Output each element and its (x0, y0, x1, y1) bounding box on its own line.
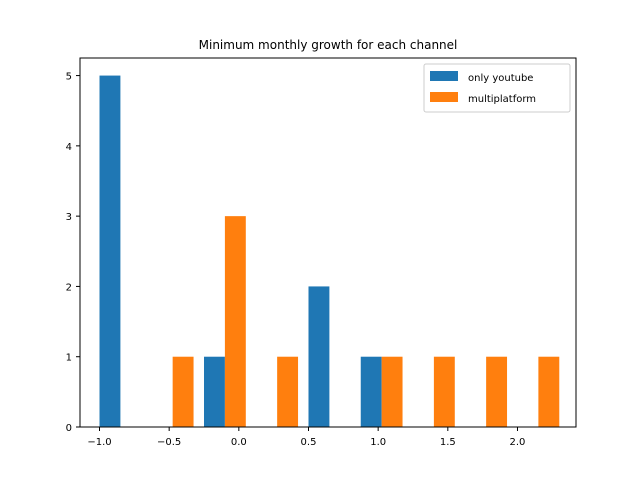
bar-multiplatform-1 (172, 356, 194, 427)
y-tick-label: 2 (66, 282, 72, 293)
x-tick-label: 1.0 (370, 437, 386, 448)
legend-swatch (430, 71, 458, 81)
bar-only-youtube-4 (308, 286, 330, 427)
legend: only youtube multiplatform (423, 63, 571, 113)
axes-layer: −1.0 −0.5 0.0 0.5 1.0 1.5 2.0 0 1 2 3 4 5 (66, 57, 577, 448)
legend-label: multiplatform (468, 94, 536, 105)
bar-multiplatform-3 (277, 356, 299, 427)
x-tick-label: 1.5 (440, 437, 456, 448)
bar-multiplatform-5 (381, 356, 403, 427)
y-tick-label: 4 (66, 142, 72, 153)
y-tick-label: 3 (66, 212, 72, 223)
x-tick-label: −1.0 (87, 437, 111, 448)
legend-box (423, 63, 571, 113)
bars-layer (99, 75, 560, 428)
x-tick-label: 0.5 (301, 437, 317, 448)
y-tick-label: 0 (66, 423, 72, 434)
plot-frame (79, 57, 577, 428)
legend-swatch (430, 92, 458, 102)
bar-only-youtube-2 (204, 356, 225, 427)
bar-only-youtube-0 (99, 75, 121, 428)
x-tick-label: 0.0 (231, 437, 247, 448)
bar-multiplatform-8 (538, 356, 560, 427)
y-tick-label: 1 (66, 353, 72, 364)
chart-title: Minimum monthly growth for each channel (199, 38, 458, 52)
bar-multiplatform-7 (486, 356, 508, 427)
bar-only-youtube-5 (360, 356, 382, 427)
y-tick-label: 5 (66, 72, 72, 83)
bar-multiplatform-2 (224, 216, 246, 427)
x-tick-label: −0.5 (157, 437, 181, 448)
x-tick-label: 2.0 (510, 437, 526, 448)
legend-label: only youtube (468, 73, 533, 84)
bar-multiplatform-6 (433, 356, 455, 427)
